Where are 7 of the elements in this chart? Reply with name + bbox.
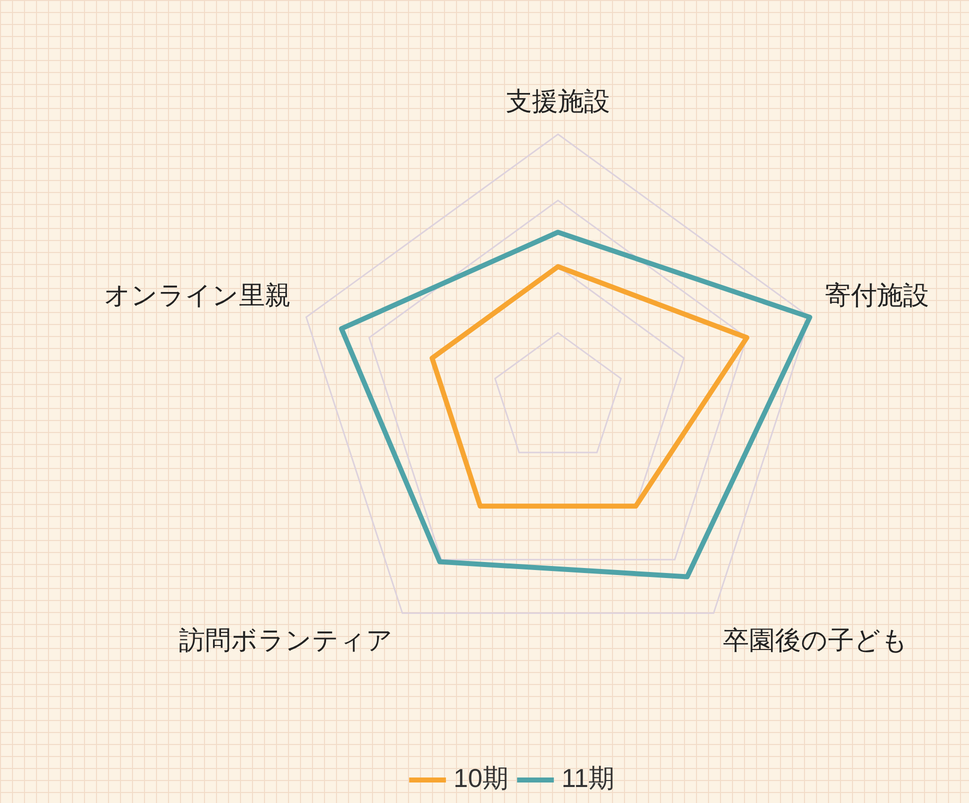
spoke-label: 卒園後の子ども xyxy=(723,624,908,655)
spoke-label: 訪問ボランティア xyxy=(178,624,393,655)
legend-label: 10期 xyxy=(454,763,508,794)
spoke-label: 支援施設 xyxy=(506,86,610,116)
legend-label: 11期 xyxy=(561,763,614,794)
spoke-label: オンライン里親 xyxy=(104,280,291,310)
spoke-label: 寄付施設 xyxy=(825,280,929,310)
